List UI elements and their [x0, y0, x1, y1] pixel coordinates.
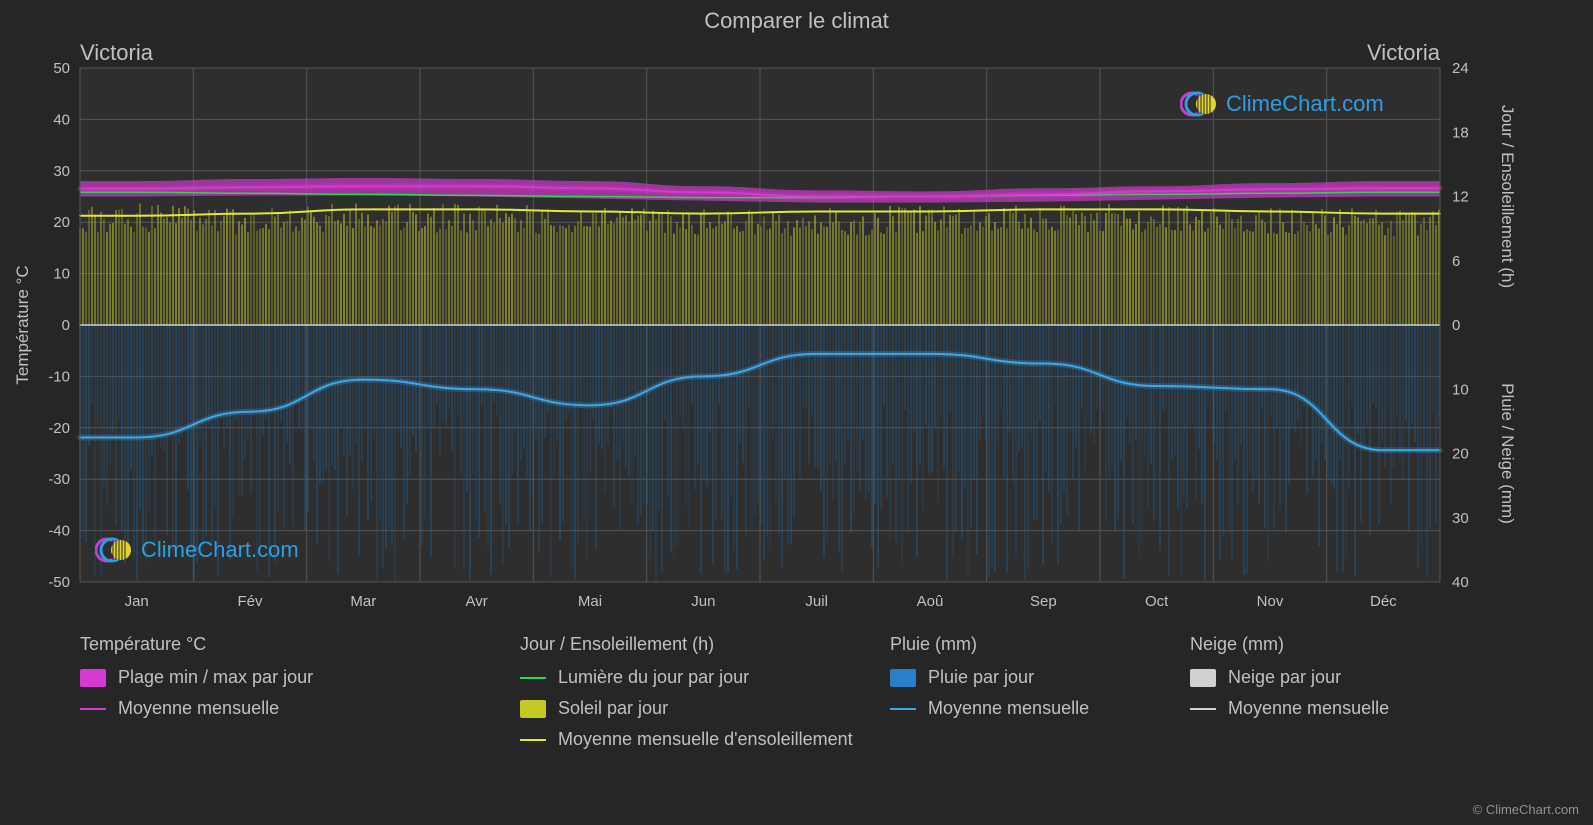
legend-label: Plage min / max par jour: [118, 667, 313, 688]
legend-heading: Pluie (mm): [890, 634, 1190, 655]
legend-heading: Température °C: [80, 634, 520, 655]
logo-icon: [95, 532, 135, 568]
legend-item: Plage min / max par jour: [80, 667, 520, 688]
svg-text:30: 30: [53, 163, 70, 180]
svg-text:Pluie / Neige (mm): Pluie / Neige (mm): [1498, 383, 1517, 524]
legend-column: Pluie (mm) Pluie par jour Moyenne mensuell…: [890, 634, 1190, 750]
svg-text:-30: -30: [48, 471, 70, 488]
legend-label: Pluie par jour: [928, 667, 1034, 688]
legend-column: Jour / Ensoleillement (h) Lumière du jour…: [520, 634, 890, 750]
svg-text:10: 10: [53, 266, 70, 283]
logo-icon: [1180, 86, 1220, 122]
legend-swatch: [520, 739, 546, 741]
legend: Température °C Plage min / max par jour Mo…: [80, 634, 1553, 750]
svg-text:Fév: Fév: [237, 593, 263, 610]
copyright-text: © ClimeChart.com: [1473, 802, 1579, 817]
legend-item: Moyenne mensuelle d'ensoleillement: [520, 729, 890, 750]
legend-item: Moyenne mensuelle: [80, 698, 520, 719]
legend-label: Moyenne mensuelle: [928, 698, 1089, 719]
svg-text:Oct: Oct: [1145, 593, 1169, 610]
legend-item: Lumière du jour par jour: [520, 667, 890, 688]
svg-text:Victoria: Victoria: [80, 40, 154, 65]
svg-text:-50: -50: [48, 574, 70, 591]
svg-text:6: 6: [1452, 253, 1460, 270]
watermark: ClimeChart.com: [1180, 86, 1384, 122]
svg-text:Sep: Sep: [1030, 593, 1057, 610]
svg-text:40: 40: [53, 111, 70, 128]
legend-item: Moyenne mensuelle: [1190, 698, 1490, 719]
svg-text:40: 40: [1452, 574, 1469, 591]
svg-text:0: 0: [62, 317, 70, 334]
watermark-text: ClimeChart.com: [1226, 91, 1384, 117]
legend-label: Moyenne mensuelle: [118, 698, 279, 719]
legend-label: Moyenne mensuelle: [1228, 698, 1389, 719]
svg-text:-20: -20: [48, 420, 70, 437]
legend-heading: Neige (mm): [1190, 634, 1490, 655]
legend-swatch: [520, 700, 546, 718]
watermark-text: ClimeChart.com: [141, 537, 299, 563]
svg-text:30: 30: [1452, 510, 1469, 527]
legend-item: Pluie par jour: [890, 667, 1190, 688]
climate-chart-container: Comparer le climat -50 -40 -30 -20 -10 0 10 20 3…: [0, 0, 1593, 825]
legend-swatch: [1190, 669, 1216, 687]
legend-item: Moyenne mensuelle: [890, 698, 1190, 719]
legend-swatch: [1190, 708, 1216, 710]
legend-swatch: [520, 677, 546, 679]
svg-text:10: 10: [1452, 381, 1469, 398]
svg-text:Jun: Jun: [691, 593, 715, 610]
svg-text:18: 18: [1452, 124, 1469, 141]
legend-label: Lumière du jour par jour: [558, 667, 749, 688]
svg-text:0: 0: [1452, 317, 1460, 334]
legend-column: Neige (mm) Neige par jour Moyenne mensuell…: [1190, 634, 1490, 750]
svg-text:Nov: Nov: [1257, 593, 1284, 610]
svg-text:Jan: Jan: [125, 593, 149, 610]
svg-text:Avr: Avr: [466, 593, 488, 610]
svg-text:-10: -10: [48, 368, 70, 385]
legend-label: Soleil par jour: [558, 698, 668, 719]
chart-title: Comparer le climat: [0, 8, 1593, 34]
legend-swatch: [890, 669, 916, 687]
legend-swatch: [80, 669, 106, 687]
svg-text:-40: -40: [48, 523, 70, 540]
legend-label: Moyenne mensuelle d'ensoleillement: [558, 729, 853, 750]
svg-text:12: 12: [1452, 189, 1469, 206]
legend-item: Neige par jour: [1190, 667, 1490, 688]
svg-text:50: 50: [53, 60, 70, 77]
svg-text:Jour / Ensoleillement (h): Jour / Ensoleillement (h): [1498, 105, 1517, 288]
svg-text:Mar: Mar: [350, 593, 376, 610]
svg-text:24: 24: [1452, 60, 1469, 77]
legend-column: Température °C Plage min / max par jour Mo…: [80, 634, 520, 750]
svg-text:Température °C: Température °C: [13, 265, 32, 384]
watermark: ClimeChart.com: [95, 532, 299, 568]
legend-swatch: [890, 708, 916, 710]
legend-swatch: [80, 708, 106, 710]
legend-heading: Jour / Ensoleillement (h): [520, 634, 890, 655]
svg-text:Déc: Déc: [1370, 593, 1397, 610]
legend-item: Soleil par jour: [520, 698, 890, 719]
svg-text:Juil: Juil: [805, 593, 828, 610]
svg-text:20: 20: [1452, 446, 1469, 463]
svg-text:Mai: Mai: [578, 593, 602, 610]
svg-text:Victoria: Victoria: [1367, 40, 1441, 65]
svg-text:Aoû: Aoû: [917, 593, 944, 610]
legend-label: Neige par jour: [1228, 667, 1341, 688]
svg-text:20: 20: [53, 214, 70, 231]
